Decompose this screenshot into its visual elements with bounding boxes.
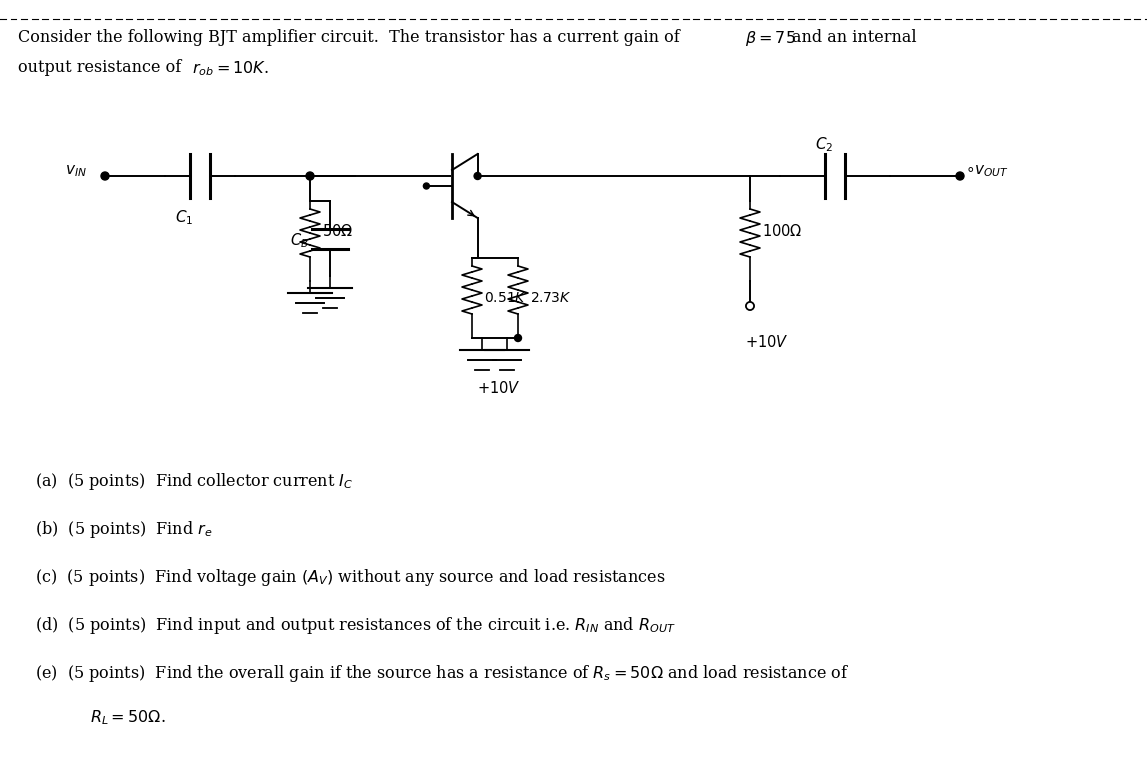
Text: $100\Omega$: $100\Omega$ bbox=[762, 223, 803, 239]
Text: $50\Omega$: $50\Omega$ bbox=[322, 223, 353, 239]
Text: $0.51K$: $0.51K$ bbox=[484, 291, 526, 305]
Text: $2.73K$: $2.73K$ bbox=[530, 291, 572, 305]
Circle shape bbox=[423, 183, 429, 189]
Text: (a)  (5 points)  Find collector current $I_C$: (a) (5 points) Find collector current $I… bbox=[36, 471, 353, 492]
Circle shape bbox=[746, 302, 754, 310]
Circle shape bbox=[515, 334, 522, 341]
Text: and an internal: and an internal bbox=[791, 29, 916, 46]
Text: $C_B$: $C_B$ bbox=[290, 232, 309, 251]
Text: $+10V$: $+10V$ bbox=[746, 334, 789, 350]
Circle shape bbox=[306, 172, 314, 180]
Circle shape bbox=[746, 302, 754, 310]
Text: $v_{IN}$: $v_{IN}$ bbox=[65, 163, 87, 179]
Text: Consider the following BJT amplifier circuit.  The transistor has a current gain: Consider the following BJT amplifier cir… bbox=[18, 29, 680, 46]
Circle shape bbox=[474, 173, 481, 180]
Circle shape bbox=[101, 172, 109, 180]
Text: $C_1$: $C_1$ bbox=[175, 208, 194, 226]
Text: $C_2$: $C_2$ bbox=[816, 135, 834, 154]
Text: $\beta = 75$: $\beta = 75$ bbox=[746, 29, 796, 48]
Circle shape bbox=[955, 172, 963, 180]
Text: (c)  (5 points)  Find voltage gain $(A_V)$ without any source and load resistanc: (c) (5 points) Find voltage gain $(A_V)$… bbox=[36, 567, 665, 588]
Text: output resistance of: output resistance of bbox=[18, 59, 181, 76]
Text: (d)  (5 points)  Find input and output resistances of the circuit i.e. $R_{IN}$ : (d) (5 points) Find input and output res… bbox=[36, 615, 676, 636]
Text: (e)  (5 points)  Find the overall gain if the source has a resistance of $R_s = : (e) (5 points) Find the overall gain if … bbox=[36, 663, 849, 684]
Text: $+10V$: $+10V$ bbox=[477, 380, 521, 396]
Text: $\circ v_{OUT}$: $\circ v_{OUT}$ bbox=[965, 163, 1009, 179]
Text: (b)  (5 points)  Find $r_e$: (b) (5 points) Find $r_e$ bbox=[36, 519, 212, 540]
Text: $r_{ob} = 10K$.: $r_{ob} = 10K$. bbox=[192, 59, 270, 77]
Text: $R_L = 50\Omega$.: $R_L = 50\Omega$. bbox=[89, 708, 165, 726]
